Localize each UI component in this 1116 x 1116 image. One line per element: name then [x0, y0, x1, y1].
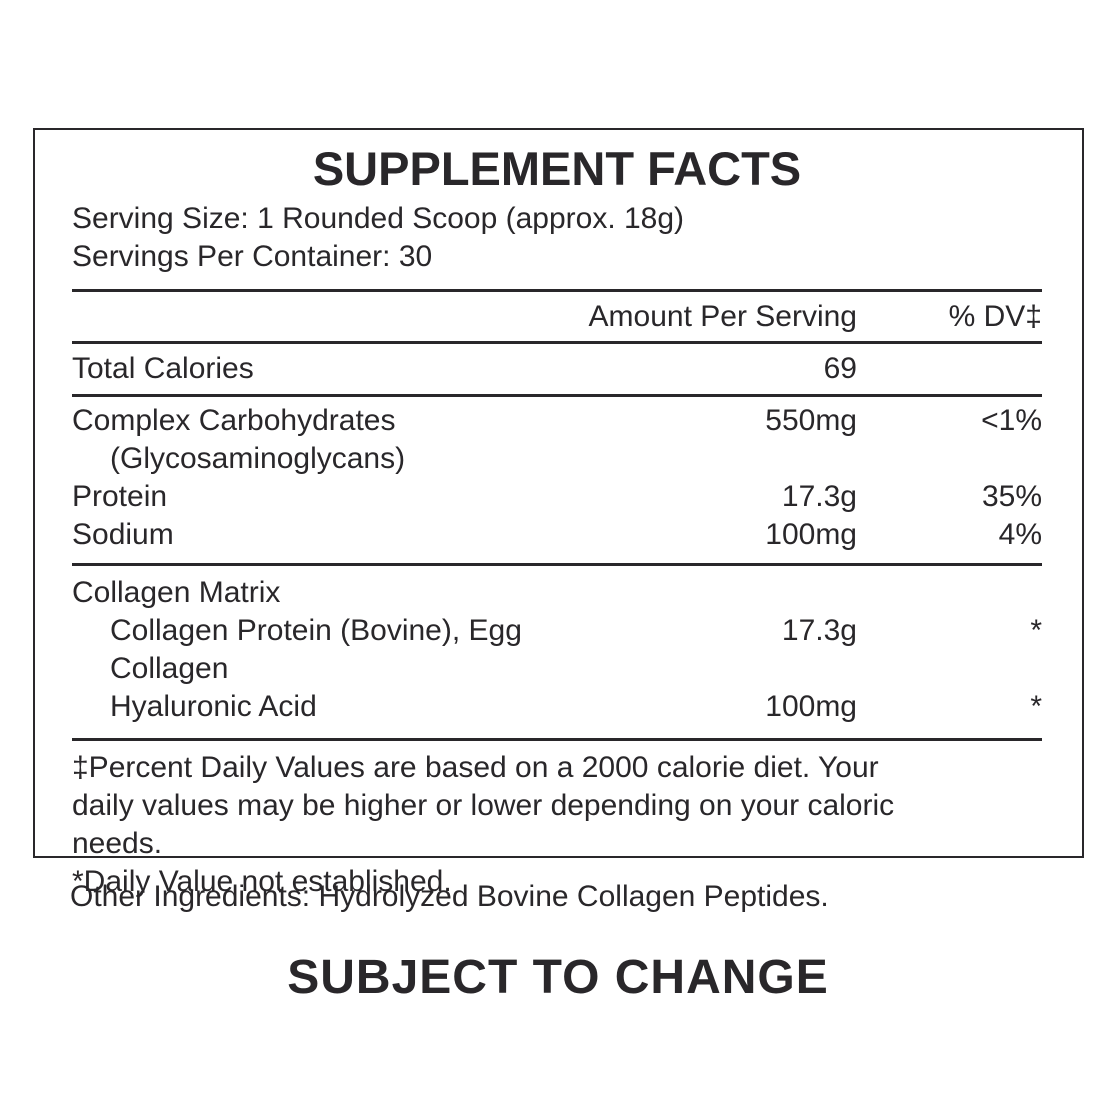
nutrient-name: Sodium: [72, 518, 174, 551]
nutrient-dv: 35%: [981, 480, 1042, 513]
nutrient-name: Hyaluronic Acid: [110, 690, 317, 723]
footnotes: ‡Percent Daily Values are based on a 200…: [72, 741, 1042, 901]
amount-per-serving-header: Amount Per Serving: [588, 300, 857, 333]
divider: [72, 341, 1042, 344]
other-ingredients-line: Other Ingredients: Hydrolyzed Bovine Col…: [70, 880, 829, 913]
supplement-facts-panel: SUPPLEMENT FACTS Serving Size: 1 Rounded…: [33, 128, 1084, 898]
percent-dv-footnote-line: daily values may be higher or lower depe…: [72, 789, 895, 822]
divider: [72, 738, 1042, 741]
nutrient-name: Total Calories: [72, 352, 254, 385]
nutrient-amount: 17.3g: [781, 480, 857, 513]
percent-dv-footnote-line: needs.: [72, 827, 163, 860]
serving-size-line: Serving Size: 1 Rounded Scoop (approx. 1…: [72, 202, 685, 235]
nutrient-dv: *: [1030, 690, 1042, 723]
nutrient-dv: 4%: [998, 518, 1042, 551]
nutrient-amount: 69: [823, 352, 857, 385]
table-row-total-calories: Total Calories 69: [72, 344, 1042, 394]
percent-dv-header: % DV‡: [948, 300, 1042, 333]
table-row-collagen-protein: Collagen Protein (Bovine), Egg Collagen …: [72, 612, 1042, 688]
nutrient-name: Collagen Matrix: [72, 576, 281, 609]
divider: [72, 563, 1042, 566]
nutrients-section: Complex Carbohydrates 550mg <1% (Glycosa…: [72, 397, 1042, 563]
table-row-hyaluronic-acid: Hyaluronic Acid 100mg *: [72, 688, 1042, 726]
servings-per-container-line: Servings Per Container: 30: [72, 240, 433, 273]
table-row-collagen-matrix: Collagen Matrix: [72, 574, 1042, 612]
nutrient-name: (Glycosaminoglycans): [110, 442, 406, 475]
collagen-matrix-section: Collagen Matrix Collagen Protein (Bovine…: [72, 566, 1042, 738]
divider: [72, 394, 1042, 397]
table-row-sodium: Sodium 100mg 4%: [72, 516, 1042, 554]
subject-to-change-note: SUBJECT TO CHANGE: [287, 951, 829, 1004]
nutrient-amount: 100mg: [765, 690, 857, 723]
table-row-complex-carbohydrates: Complex Carbohydrates 550mg <1%: [72, 402, 1042, 440]
nutrient-dv: <1%: [981, 404, 1042, 437]
nutrient-name: Protein: [72, 480, 168, 513]
nutrient-dv: *: [1030, 614, 1042, 647]
table-row-protein: Protein 17.3g 35%: [72, 478, 1042, 516]
nutrient-amount: 100mg: [765, 518, 857, 551]
divider: [72, 289, 1042, 292]
nutrient-amount: 550mg: [765, 404, 857, 437]
percent-dv-footnote-line: ‡Percent Daily Values are based on a 200…: [72, 751, 879, 784]
nutrient-name: Complex Carbohydrates: [72, 404, 396, 437]
nutrient-name: Collagen Protein (Bovine), Egg Collagen: [110, 614, 522, 685]
nutrient-amount: 17.3g: [781, 614, 857, 647]
table-row-glycosaminoglycans: (Glycosaminoglycans): [72, 440, 1042, 478]
daily-value-not-established-note: *Daily Value not established.: [72, 865, 452, 898]
column-header-row: Amount Per Serving % DV‡: [72, 292, 1042, 341]
panel-title: SUPPLEMENT FACTS: [312, 142, 802, 195]
